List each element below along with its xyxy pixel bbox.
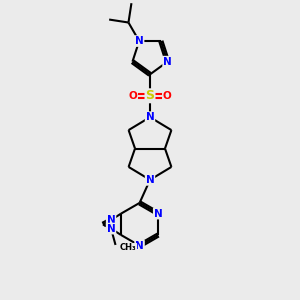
Text: N: N bbox=[107, 215, 116, 225]
Text: O: O bbox=[128, 91, 137, 101]
Text: N: N bbox=[135, 36, 143, 46]
Text: N: N bbox=[163, 57, 172, 67]
Text: CH₃: CH₃ bbox=[120, 243, 136, 252]
Text: N: N bbox=[146, 175, 154, 185]
Text: N: N bbox=[107, 224, 116, 234]
Text: O: O bbox=[163, 91, 172, 101]
Text: S: S bbox=[146, 89, 154, 102]
Text: N: N bbox=[154, 208, 163, 219]
Text: N: N bbox=[146, 112, 154, 122]
Text: N: N bbox=[135, 241, 144, 251]
